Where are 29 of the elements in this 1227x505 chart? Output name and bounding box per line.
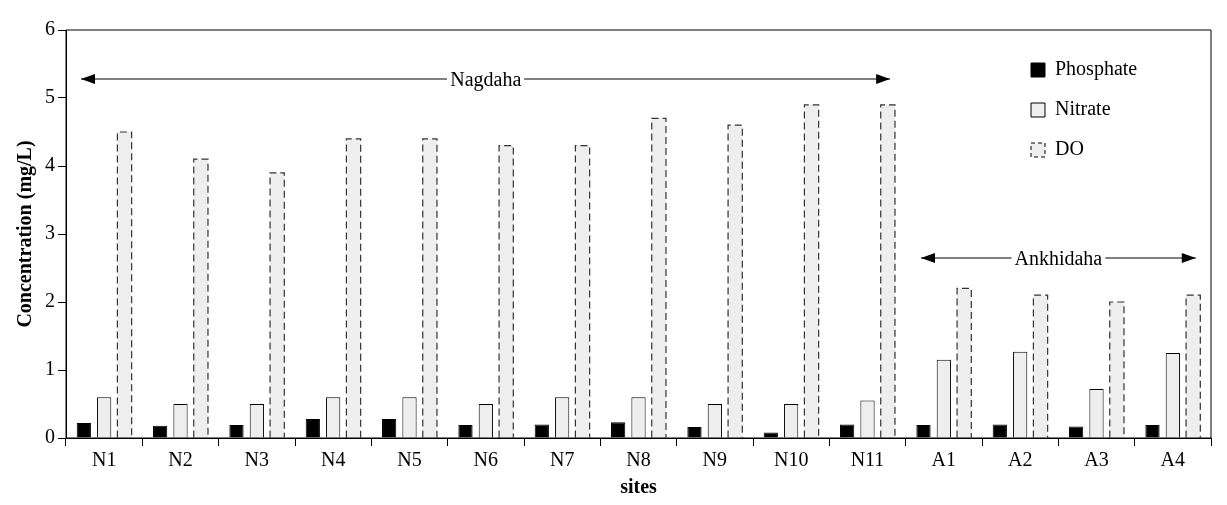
y-tick-label: 1 (45, 357, 55, 380)
legend-label: Phosphate (1055, 57, 1138, 81)
legend-label: Nitrate (1055, 97, 1111, 120)
legend-label: DO (1055, 137, 1084, 160)
x-tick-label: N6 (473, 448, 499, 471)
y-tick-label: 4 (45, 153, 55, 176)
x-tick-label: N3 (244, 448, 270, 471)
y-tick-label: 6 (45, 17, 55, 40)
x-tick-label: N5 (397, 448, 422, 471)
x-tick-label: A4 (1160, 448, 1186, 471)
x-tick-label: N8 (626, 448, 651, 471)
y-tick-label: 0 (45, 425, 55, 448)
x-axis-title: sites (620, 475, 658, 498)
x-tick-label: A1 (931, 448, 957, 471)
annotation: Ankhidaha (1014, 246, 1103, 271)
x-tick-label: N11 (850, 448, 885, 471)
y-axis-title: Concentration (mg/L) (13, 140, 37, 328)
y-tick-label: 2 (45, 289, 55, 312)
y-tick-label: 3 (45, 221, 55, 244)
annotation: Nagdaha (450, 66, 522, 91)
x-tick-label: N4 (320, 448, 346, 471)
y-tick-label: 5 (45, 85, 55, 108)
x-tick-label: N9 (702, 448, 728, 471)
x-tick-label: N2 (168, 448, 193, 471)
x-tick-label: N7 (549, 448, 575, 471)
x-tick-label: N10 (773, 448, 809, 471)
x-tick-label: A3 (1084, 448, 1109, 471)
x-tick-label: N1 (91, 448, 117, 471)
x-tick-label: A2 (1007, 448, 1033, 471)
